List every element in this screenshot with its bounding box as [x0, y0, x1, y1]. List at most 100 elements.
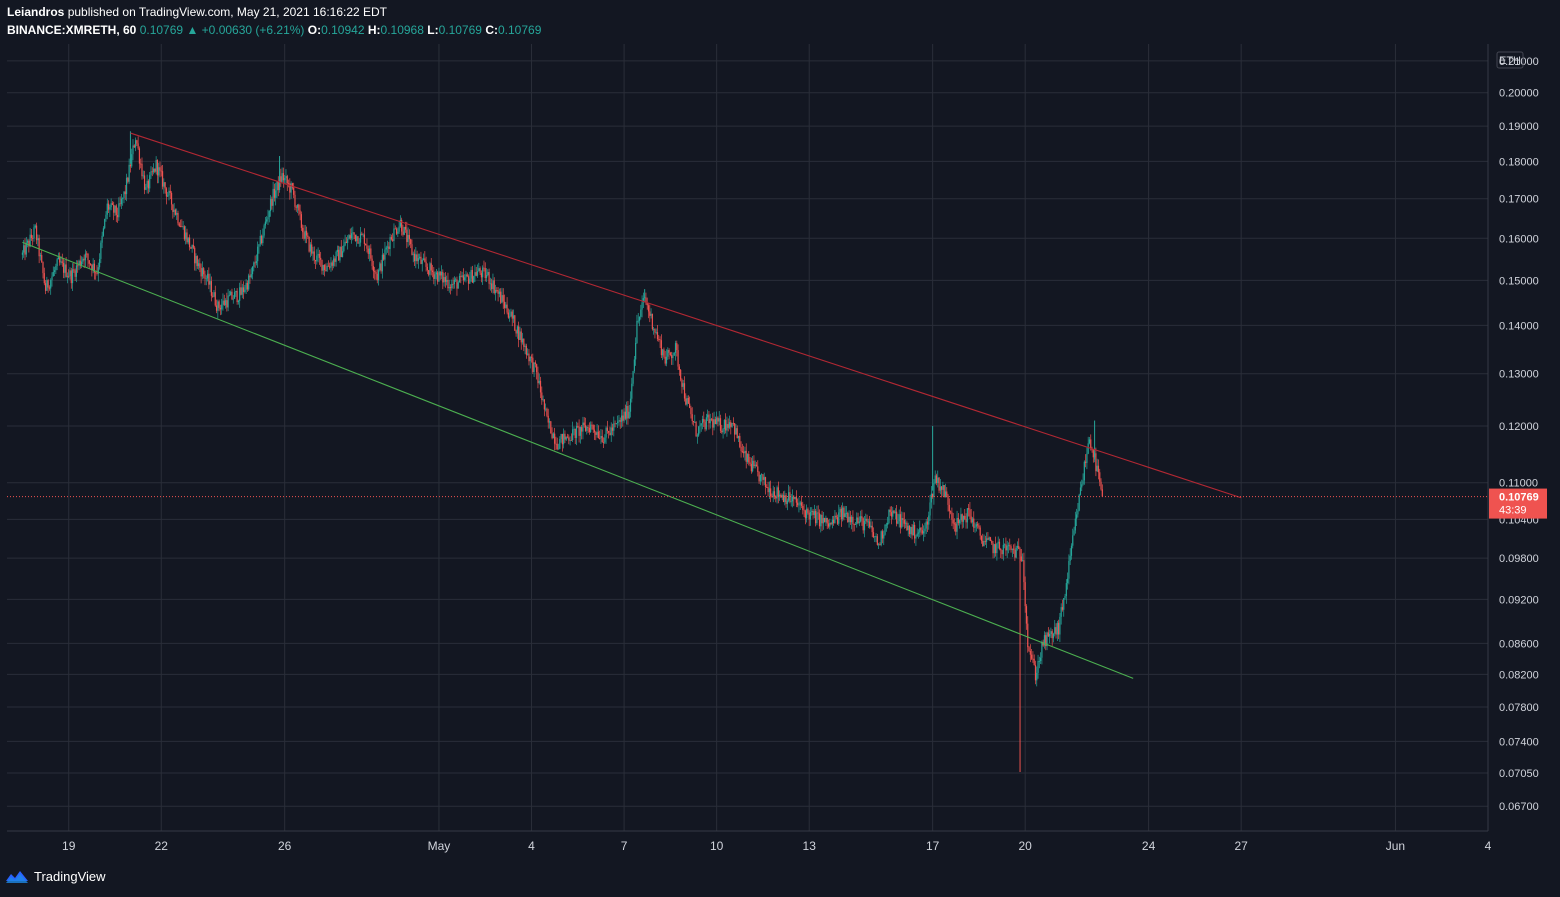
- candle-body: [312, 251, 314, 254]
- candle: [263, 223, 265, 238]
- candle: [789, 486, 791, 504]
- candle: [1013, 544, 1015, 554]
- candle-body: [96, 272, 98, 274]
- tradingview-logo-icon[interactable]: [6, 870, 28, 884]
- candle: [911, 523, 913, 540]
- candle: [1059, 613, 1061, 642]
- candle: [991, 539, 993, 546]
- candle: [119, 196, 121, 207]
- candle: [671, 351, 673, 365]
- candle: [338, 245, 340, 261]
- candle-body: [826, 517, 828, 524]
- candle-body: [456, 279, 458, 289]
- candle: [941, 485, 943, 498]
- candle-body: [1040, 657, 1042, 662]
- candle-body: [785, 495, 787, 505]
- candle: [536, 363, 538, 380]
- candle: [203, 267, 205, 279]
- candle-body: [901, 518, 903, 528]
- candle-body: [599, 438, 601, 439]
- candle: [134, 137, 137, 152]
- candle-body: [415, 254, 417, 262]
- candle: [660, 334, 662, 358]
- candle: [842, 502, 844, 522]
- candle: [749, 456, 751, 467]
- x-tick-label: 22: [155, 839, 169, 853]
- candle-body: [962, 515, 965, 522]
- candle: [209, 273, 211, 293]
- candle: [71, 263, 74, 291]
- candle: [222, 293, 224, 311]
- candle-body: [521, 338, 524, 343]
- candle: [483, 260, 485, 272]
- symbol-name[interactable]: BINANCE:XMRETH, 60: [7, 23, 137, 37]
- candle: [487, 269, 489, 277]
- candle: [667, 347, 669, 360]
- candle-body: [272, 188, 274, 206]
- candle: [948, 498, 950, 519]
- candle-body: [172, 204, 174, 212]
- candle: [160, 165, 162, 177]
- candle: [761, 473, 763, 482]
- candle-body: [379, 263, 381, 271]
- change-arrow-icon: ▲: [186, 23, 199, 37]
- candle: [218, 299, 220, 312]
- candle-body: [551, 433, 553, 439]
- author-name[interactable]: Leiandros: [7, 5, 65, 19]
- candle: [611, 423, 614, 436]
- candle-body: [381, 254, 383, 272]
- candle-body: [754, 464, 756, 467]
- candle-body: [338, 249, 340, 261]
- candle: [664, 350, 666, 366]
- candle: [128, 158, 130, 184]
- candle: [833, 515, 835, 526]
- close-label: C:: [485, 23, 498, 37]
- candle-body: [1064, 595, 1066, 599]
- candle-body: [236, 290, 238, 303]
- footer-brand[interactable]: TradingView: [34, 869, 106, 884]
- candle: [152, 163, 155, 175]
- y-tick-label: 0.08200: [1499, 669, 1539, 681]
- candle-body: [392, 239, 394, 241]
- candle-body: [167, 195, 169, 197]
- candle: [1076, 508, 1078, 526]
- candle: [1007, 542, 1010, 554]
- candle: [332, 254, 335, 269]
- candle: [83, 254, 85, 268]
- candle-body: [1056, 622, 1058, 635]
- candle: [309, 242, 311, 258]
- candle-body: [296, 204, 299, 208]
- candle: [572, 421, 574, 442]
- candle-body: [772, 491, 774, 498]
- candle: [998, 538, 1001, 551]
- candle: [206, 269, 209, 282]
- candle: [1100, 478, 1102, 491]
- candle-body: [156, 160, 159, 176]
- candle: [861, 509, 863, 526]
- candle-body: [43, 273, 45, 284]
- candle-body: [437, 272, 439, 282]
- candle: [725, 413, 727, 434]
- candle-body: [710, 418, 713, 420]
- candle-body: [1005, 544, 1007, 551]
- candle: [168, 187, 170, 201]
- candle-body: [642, 298, 644, 303]
- candle: [101, 231, 103, 249]
- candle: [802, 501, 804, 515]
- candle-body: [902, 518, 904, 521]
- candle-body: [262, 235, 264, 244]
- candle: [514, 314, 516, 332]
- candle-body: [839, 508, 841, 513]
- candle: [89, 263, 92, 266]
- candle: [551, 427, 553, 440]
- candle: [150, 166, 152, 179]
- candle-body: [357, 236, 359, 244]
- candle: [267, 209, 269, 226]
- candle: [741, 443, 743, 454]
- candle-body: [718, 418, 720, 422]
- candle-body: [141, 163, 143, 177]
- candle-body: [177, 212, 179, 224]
- candle-body: [416, 254, 418, 262]
- candle: [1070, 543, 1073, 560]
